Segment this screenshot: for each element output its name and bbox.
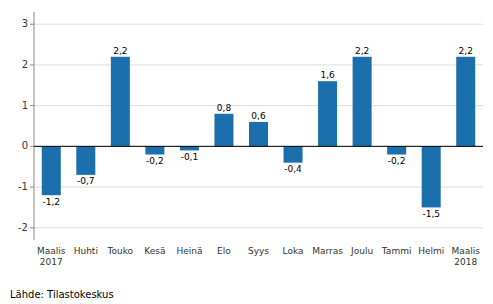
- x-tick-label: Kesä: [144, 246, 165, 256]
- data-label: 0,6: [251, 111, 266, 121]
- bar: [111, 57, 130, 147]
- bar: [284, 146, 303, 162]
- data-label: 2,2: [459, 46, 473, 56]
- x-tick-label-line: 2017: [40, 257, 63, 267]
- grid-line: [34, 105, 483, 106]
- x-tick-label-line: Maalis: [37, 246, 66, 256]
- x-tick-label: Marras: [312, 246, 343, 256]
- y-tick-label: -1: [18, 181, 28, 192]
- data-label: -1,5: [422, 209, 440, 219]
- data-label: 2,2: [355, 46, 369, 56]
- x-tick-label: Touko: [107, 246, 134, 256]
- bar: [42, 146, 61, 195]
- x-tick-label-line: Huhti: [74, 246, 98, 256]
- grid-line: [34, 146, 483, 147]
- chart-container: -2 -1 0 1 2 3 -1,2 -0,7 2,2 -0,2 -0,1 0,8 0,6 -0,4 1,6…: [0, 0, 493, 304]
- chart-svg: -2 -1 0 1 2 3 -1,2 -0,7 2,2 -0,2 -0,1 0,8 0,6 -0,4 1,6…: [0, 0, 493, 304]
- grid-line: [34, 64, 483, 65]
- y-tick-label: -2: [18, 222, 28, 233]
- y-tick: [30, 105, 34, 106]
- y-tick-label: 0: [22, 140, 28, 151]
- bar: [387, 146, 406, 154]
- x-tick-label-line: Helmi: [418, 246, 444, 256]
- data-labels: -1,2 -0,7 2,2 -0,2 -0,1 0,8 0,6 -0,4 1,6 2,2 -0,2 -…: [42, 46, 472, 219]
- data-label: 1,6: [320, 70, 335, 80]
- y-tick: [30, 187, 34, 188]
- x-tick-label-line: Syys: [248, 246, 269, 256]
- y-tick: [30, 146, 34, 147]
- x-tick-label-line: Kesä: [144, 246, 165, 256]
- grid-line: [34, 187, 483, 188]
- data-label: -0,2: [146, 156, 164, 166]
- x-tick-label: Elo: [217, 246, 231, 256]
- data-label: -0,2: [388, 156, 406, 166]
- x-tick-label: Helmi: [418, 246, 444, 256]
- x-tick-label: Maalis2017: [37, 246, 66, 267]
- y-tick: [30, 227, 34, 228]
- x-tick-label: Loka: [283, 246, 304, 256]
- y-tick: [30, 24, 34, 25]
- x-tick-label-line: Elo: [217, 246, 231, 256]
- bar: [145, 146, 164, 154]
- x-tick-label: Huhti: [74, 246, 98, 256]
- x-tick-label-line: Heinä: [176, 246, 202, 256]
- bar: [214, 114, 233, 147]
- x-tick-label: Heinä: [176, 246, 202, 256]
- x-tick-label-line: Marras: [312, 246, 343, 256]
- grid: [34, 24, 483, 228]
- y-tick-label: 2: [22, 59, 28, 70]
- bar: [76, 146, 95, 175]
- y-axis-line: [34, 12, 35, 240]
- bar: [180, 146, 199, 150]
- data-label: -1,2: [42, 197, 60, 207]
- x-tick-label: Syys: [248, 246, 269, 256]
- y-axis: -2 -1 0 1 2 3: [18, 12, 34, 240]
- bar: [318, 81, 337, 146]
- bar: [456, 57, 475, 147]
- grid-line: [34, 227, 483, 228]
- bar: [422, 146, 441, 207]
- y-tick: [30, 64, 34, 65]
- x-tick-label: Tammi: [381, 246, 412, 256]
- y-tick-label: 1: [22, 100, 28, 111]
- bar: [249, 122, 268, 146]
- data-label: 0,8: [217, 103, 232, 113]
- x-axis: Maalis2017HuhtiToukoKesäHeinäEloSyysLoka…: [37, 246, 480, 267]
- x-tick-label: Maalis2018: [451, 246, 480, 267]
- bars: [42, 57, 475, 208]
- x-tick-label-line: Tammi: [381, 246, 412, 256]
- data-label: -0,4: [284, 164, 302, 174]
- x-tick-label-line: Maalis: [451, 246, 480, 256]
- source-text: Lähde: Tilastokeskus: [10, 289, 114, 300]
- y-tick-label: 3: [22, 18, 28, 29]
- data-label: -0,7: [77, 176, 95, 186]
- data-label: 2,2: [113, 46, 127, 56]
- x-tick-label-line: Touko: [107, 246, 134, 256]
- zero-line: [34, 146, 483, 147]
- x-tick-label-line: Joulu: [350, 246, 373, 256]
- x-tick-label-line: 2018: [454, 257, 477, 267]
- x-tick-label: Joulu: [350, 246, 373, 256]
- bar: [353, 57, 372, 147]
- grid-line: [34, 24, 483, 25]
- data-label: -0,1: [181, 152, 199, 162]
- x-tick-label-line: Loka: [283, 246, 304, 256]
